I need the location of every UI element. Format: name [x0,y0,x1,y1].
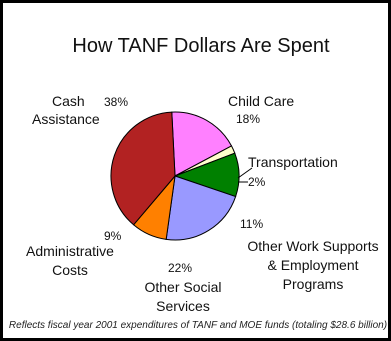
child-care-label: Child Care [228,93,294,109]
pie-slice-child-care [171,111,233,177]
cash-assistance-pct: 38% [104,95,128,109]
cash-assistance-label-line1: Cash [52,93,85,109]
other-social-services-label-line1: Other Social [144,279,221,295]
other-work-supports-label-line1: Other Work Supports [247,238,378,254]
other-social-services-label-line2: Services [156,298,210,314]
other-work-supports-pct: 11% [240,217,263,231]
cash-assistance-label-line2: Assistance [32,111,100,127]
pie-slice-cash-assistance [110,111,176,226]
administrative-costs-label-line1: Administrative [26,243,114,259]
administrative-costs-pct: 9% [104,229,122,243]
transportation-leader-line [237,167,253,179]
other-social-services-pct: 22% [168,261,192,275]
chart-title: How TANF Dollars Are Spent [72,35,330,57]
pie-slice-other-social-services [165,175,237,241]
other-work-supports-label-line2: & Employment [267,257,358,273]
other-work-supports-label-line3: Programs [283,276,344,292]
administrative-costs-label-line2: Costs [52,262,88,278]
transportation-pct: 2% [248,175,266,189]
pie-slices [110,111,240,241]
chart-footnote: Reflects fiscal year 2001 expenditures o… [9,320,387,331]
transportation-label: Transportation [248,154,338,170]
child-care-pct: 18% [236,112,260,126]
